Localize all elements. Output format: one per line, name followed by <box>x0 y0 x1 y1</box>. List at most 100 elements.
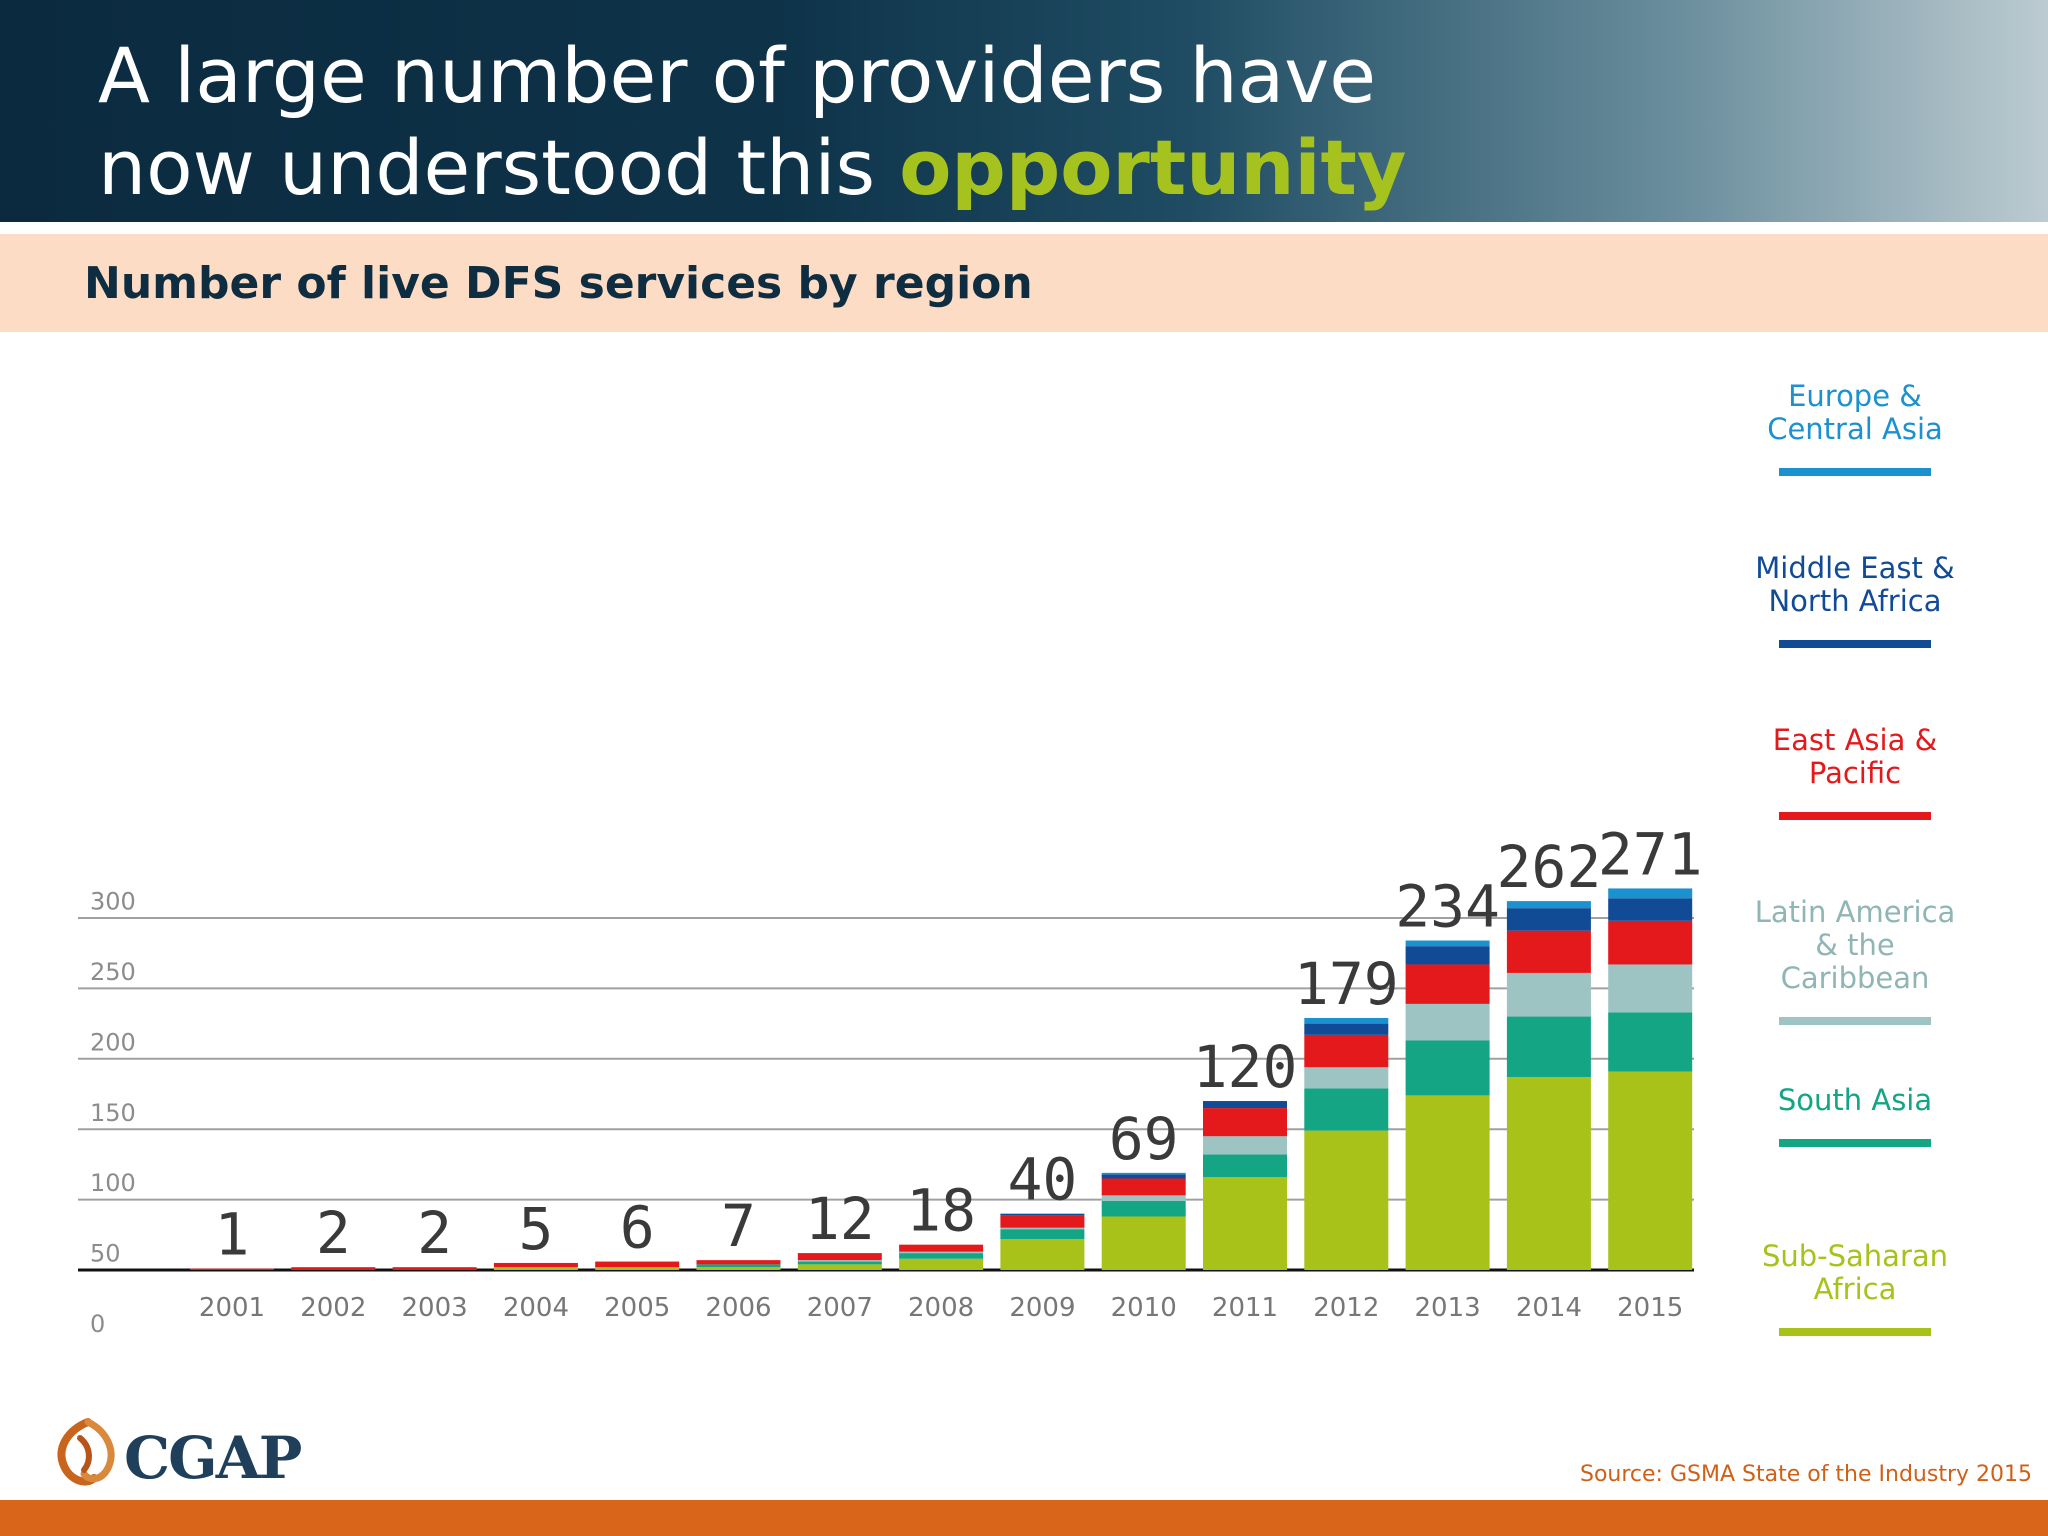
x-tick-label: 2013 <box>1415 1293 1481 1323</box>
bar-segment <box>1506 930 1591 973</box>
chart-title: Number of live DFS services by region <box>84 258 1033 309</box>
cgap-logo: CGAP <box>50 1416 310 1496</box>
bar-segment <box>1000 1215 1085 1228</box>
total-label: 262 <box>1497 833 1602 901</box>
x-tick-label: 2014 <box>1516 1293 1582 1323</box>
legend-label: & the <box>1815 928 1895 962</box>
bar-segment <box>1000 1229 1085 1240</box>
bar-segment <box>493 1267 578 1270</box>
y-tick-label: 0 <box>90 1310 105 1338</box>
x-tick-label: 2010 <box>1111 1293 1177 1323</box>
total-label: 179 <box>1294 950 1399 1018</box>
legend-label: Sub-Saharan <box>1761 1239 1949 1273</box>
bar-segment <box>1405 946 1490 965</box>
y-tick-label: 300 <box>90 888 136 916</box>
total-label: 18 <box>906 1177 976 1245</box>
bar-segment <box>696 1264 781 1268</box>
x-tick-label: 2007 <box>807 1293 873 1323</box>
x-tick-label: 2011 <box>1212 1293 1278 1323</box>
legend-item: Sub-Saharan Africa <box>1740 1240 1970 1336</box>
bar-segment <box>1203 1154 1287 1178</box>
legend-label: North Africa <box>1768 584 1942 618</box>
cgap-logo-text: CGAP <box>124 1424 302 1492</box>
legend-swatch <box>1779 812 1931 820</box>
bar-segment <box>1304 1067 1389 1089</box>
bar-segment <box>1506 908 1591 931</box>
bar-segment <box>1203 1108 1287 1137</box>
total-label: 69 <box>1109 1105 1179 1173</box>
bar-segment <box>1000 1227 1085 1230</box>
bar-segment <box>1405 1003 1490 1041</box>
headline-line-2-prefix: now understood this <box>98 123 900 212</box>
legend-swatch <box>1779 1017 1931 1025</box>
total-label: 271 <box>1598 820 1703 888</box>
bar-segment <box>291 1267 376 1270</box>
bar-segment <box>1101 1201 1186 1217</box>
legend-label: Europe & <box>1788 379 1922 413</box>
bar-segment <box>1405 1095 1490 1270</box>
y-tick-label: 200 <box>90 1028 136 1056</box>
bar-segment <box>1405 1040 1490 1096</box>
slide-headline: A large number of providers have now und… <box>98 30 1598 214</box>
x-tick-label: 2006 <box>705 1293 771 1323</box>
bar-segment <box>1101 1216 1186 1270</box>
legend-item: Middle East & North Africa <box>1740 552 1970 648</box>
bar-segment <box>797 1260 882 1262</box>
bar-segment <box>1304 1088 1389 1131</box>
bar-segment <box>1101 1195 1186 1202</box>
legend-label: Caribbean <box>1780 961 1930 995</box>
footer-bar <box>0 1500 2048 1536</box>
bar-segment <box>1101 1178 1186 1196</box>
x-tick-label: 2015 <box>1617 1293 1683 1323</box>
total-label: 40 <box>1007 1146 1077 1214</box>
legend-swatch <box>1779 468 1931 476</box>
x-tick-label: 2012 <box>1313 1293 1379 1323</box>
headline-line-2: now understood this opportunity <box>98 122 1598 214</box>
x-tick-label: 2008 <box>908 1293 974 1323</box>
legend-label: South Asia <box>1777 1083 1933 1117</box>
bar-segment <box>595 1261 680 1268</box>
total-label: 2 <box>417 1199 452 1267</box>
bar-segment <box>1203 1177 1287 1270</box>
bar-segment <box>392 1267 477 1270</box>
total-label: 2 <box>316 1199 351 1267</box>
total-label: 120 <box>1193 1033 1298 1101</box>
bar-segment <box>1405 964 1490 1004</box>
total-label: 12 <box>805 1185 875 1253</box>
header-banner <box>0 0 2048 222</box>
bar-segment <box>696 1260 781 1265</box>
bar-segment <box>1000 1239 1085 1270</box>
total-label: 7 <box>721 1192 756 1260</box>
x-axis: 2001 2002 2003 2004 2005 2006 2007 2008 2009 2010… <box>199 1293 1683 1323</box>
bars <box>190 888 1693 1270</box>
bar-segment <box>797 1261 882 1265</box>
bar-segment <box>1203 1136 1287 1155</box>
bar-segment <box>1506 972 1591 1017</box>
y-tick-label: 150 <box>90 1099 136 1127</box>
y-tick-label: 50 <box>90 1240 121 1268</box>
bar-segment <box>1203 1101 1287 1109</box>
total-label: 234 <box>1395 873 1500 941</box>
bar-segment <box>1608 888 1693 899</box>
bar-segment <box>899 1251 984 1254</box>
bar-segment <box>1608 898 1693 921</box>
headline-line-1: A large number of providers have <box>98 31 1376 120</box>
x-tick-label: 2002 <box>300 1293 366 1323</box>
bar-segment <box>1304 1023 1389 1035</box>
x-tick-label: 2001 <box>199 1293 265 1323</box>
bar-segment <box>1304 1130 1389 1270</box>
total-label: 6 <box>620 1194 655 1262</box>
x-tick-label: 2005 <box>604 1293 670 1323</box>
legend-swatch <box>1779 640 1931 648</box>
bar-segment <box>190 1268 274 1270</box>
bar-segment <box>1304 1034 1389 1068</box>
bar-segment <box>595 1267 680 1270</box>
total-label: 5 <box>518 1195 553 1263</box>
legend-label: Pacific <box>1808 756 1902 790</box>
legend-item: Europe & Central Asia <box>1740 380 1970 476</box>
cgap-emblem-icon <box>57 1418 115 1486</box>
source-note: Source: GSMA State of the Industry 2015 <box>1580 1462 2032 1487</box>
chart-title-band <box>0 234 2048 332</box>
